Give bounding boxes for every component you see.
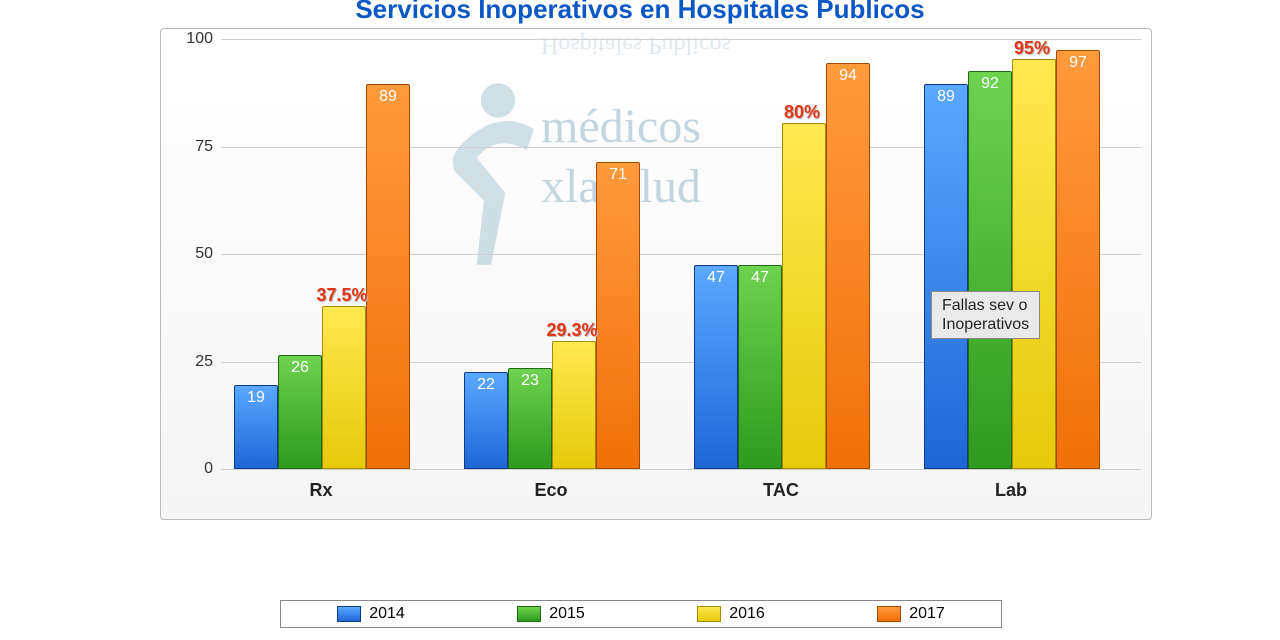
bar-value-label: 26 bbox=[279, 359, 321, 377]
chart-container: Hospitales Publicos médicos xlasalud 025… bbox=[160, 28, 1152, 520]
annotation-line2: Inoperativos bbox=[942, 316, 1029, 333]
callout-rx: 37.5% bbox=[302, 285, 382, 306]
bar-tac-2014: 47 bbox=[694, 265, 738, 469]
bar-lab-2014: 89 bbox=[924, 84, 968, 469]
legend-label: 2014 bbox=[369, 605, 405, 623]
legend: 2014 2015 2016 2017 bbox=[280, 600, 1002, 628]
bar-rx-2016 bbox=[322, 306, 366, 469]
bar-lab-2015: 92 bbox=[968, 71, 1012, 469]
bar-group-eco: 222371Eco bbox=[451, 39, 651, 469]
y-axis-label: 50 bbox=[181, 245, 213, 263]
annotation-line1: Fallas sev o bbox=[942, 297, 1027, 314]
bar-value-label: 19 bbox=[235, 389, 277, 407]
legend-item-2015: 2015 bbox=[517, 605, 585, 623]
bar-group-rx: 192689Rx bbox=[221, 39, 421, 469]
bar-rx-2014: 19 bbox=[234, 385, 278, 469]
y-axis-label: 25 bbox=[181, 353, 213, 371]
callout-lab: 95% bbox=[992, 38, 1072, 59]
bar-tac-2017: 94 bbox=[826, 63, 870, 469]
legend-swatch-icon bbox=[697, 606, 721, 622]
y-axis-label: 0 bbox=[181, 460, 213, 478]
bar-value-label: 94 bbox=[827, 67, 869, 85]
legend-label: 2015 bbox=[549, 605, 585, 623]
legend-swatch-icon bbox=[517, 606, 541, 622]
bar-value-label: 23 bbox=[509, 372, 551, 390]
y-axis-label: 100 bbox=[181, 30, 213, 48]
bar-lab-2016 bbox=[1012, 59, 1056, 470]
bar-value-label: 71 bbox=[597, 166, 639, 184]
bar-value-label: 92 bbox=[969, 75, 1011, 93]
callout-eco: 29.3% bbox=[532, 320, 612, 341]
legend-label: 2016 bbox=[729, 605, 765, 623]
gridline bbox=[221, 469, 1141, 470]
bar-tac-2016 bbox=[782, 123, 826, 469]
bar-rx-2015: 26 bbox=[278, 355, 322, 469]
bar-value-label: 22 bbox=[465, 376, 507, 394]
bar-rx-2017: 89 bbox=[366, 84, 410, 469]
bar-eco-2017: 71 bbox=[596, 162, 640, 469]
bar-eco-2015: 23 bbox=[508, 368, 552, 469]
legend-swatch-icon bbox=[337, 606, 361, 622]
callout-tac: 80% bbox=[762, 102, 842, 123]
legend-item-2016: 2016 bbox=[697, 605, 765, 623]
x-axis-label-rx: Rx bbox=[221, 480, 421, 501]
bar-group-lab: 899297Lab bbox=[911, 39, 1111, 469]
bar-value-label: 47 bbox=[695, 269, 737, 287]
bar-value-label: 47 bbox=[739, 269, 781, 287]
legend-item-2017: 2017 bbox=[877, 605, 945, 623]
annotation-box: Fallas sev o Inoperativos bbox=[931, 291, 1040, 339]
x-axis-label-tac: TAC bbox=[681, 480, 881, 501]
bar-value-label: 89 bbox=[925, 88, 967, 106]
bar-lab-2017: 97 bbox=[1056, 50, 1100, 469]
bar-value-label: 89 bbox=[367, 88, 409, 106]
legend-label: 2017 bbox=[909, 605, 945, 623]
x-axis-label-eco: Eco bbox=[451, 480, 651, 501]
bar-eco-2016 bbox=[552, 341, 596, 469]
plot-area: 0255075100192689Rx222371Eco474794TAC8992… bbox=[221, 39, 1141, 469]
legend-item-2014: 2014 bbox=[337, 605, 405, 623]
x-axis-label-lab: Lab bbox=[911, 480, 1111, 501]
bar-tac-2015: 47 bbox=[738, 265, 782, 469]
legend-swatch-icon bbox=[877, 606, 901, 622]
chart-title: Servicios Inoperativos en Hospitales Pub… bbox=[0, 0, 1280, 25]
bar-eco-2014: 22 bbox=[464, 372, 508, 469]
y-axis-label: 75 bbox=[181, 138, 213, 156]
